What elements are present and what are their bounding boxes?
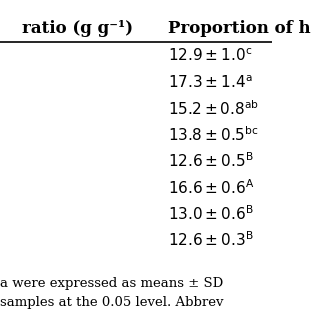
Text: $15.2 \pm 0.8^{\mathrm{ab}}$: $15.2 \pm 0.8^{\mathrm{ab}}$ xyxy=(168,99,260,118)
Text: $13.8 \pm 0.5^{\mathrm{bc}}$: $13.8 \pm 0.5^{\mathrm{bc}}$ xyxy=(168,125,259,144)
Text: samples at the 0.05 level. Abbrev: samples at the 0.05 level. Abbrev xyxy=(0,296,223,309)
Text: $12.6 \pm 0.5^{\mathrm{B}}$: $12.6 \pm 0.5^{\mathrm{B}}$ xyxy=(168,152,254,170)
Text: a were expressed as means ± SD: a were expressed as means ± SD xyxy=(0,277,223,290)
Text: $12.6 \pm 0.3^{\mathrm{B}}$: $12.6 \pm 0.3^{\mathrm{B}}$ xyxy=(168,230,254,249)
Text: $17.3 \pm 1.4^{\mathrm{a}}$: $17.3 \pm 1.4^{\mathrm{a}}$ xyxy=(168,74,253,91)
Text: $16.6 \pm 0.6^{\mathrm{A}}$: $16.6 \pm 0.6^{\mathrm{A}}$ xyxy=(168,178,255,196)
Text: $13.0 \pm 0.6^{\mathrm{B}}$: $13.0 \pm 0.6^{\mathrm{B}}$ xyxy=(168,204,254,223)
Text: $12.9 \pm 1.0^{\mathrm{c}}$: $12.9 \pm 1.0^{\mathrm{c}}$ xyxy=(168,48,253,64)
Text: ratio (g g⁻¹): ratio (g g⁻¹) xyxy=(22,20,133,37)
Text: Proportion of h: Proportion of h xyxy=(168,20,311,37)
